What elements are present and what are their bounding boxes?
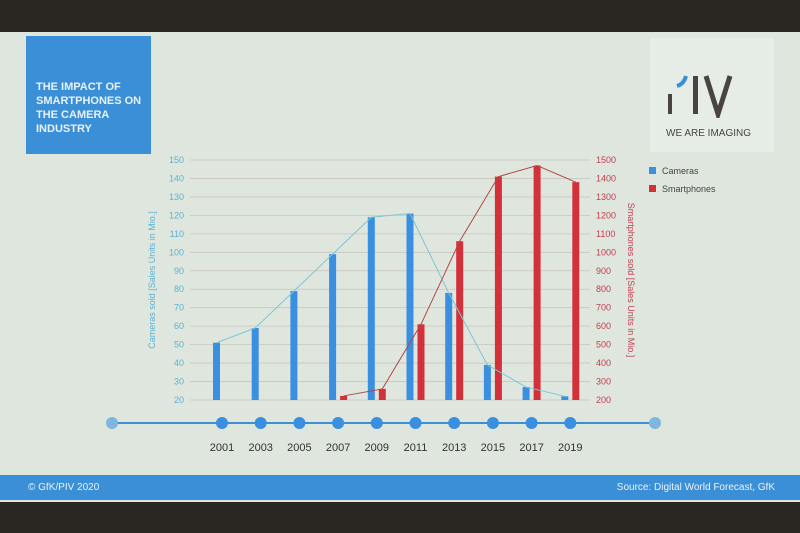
year-label: 2001: [210, 442, 234, 454]
right-tick-label: 500: [596, 340, 611, 350]
legend-label-cameras: Cameras: [662, 166, 699, 176]
left-tick-label: 20: [174, 395, 184, 405]
left-tick-label: 60: [174, 321, 184, 331]
smartphones-trend-line: [343, 165, 576, 397]
slide-title: THE IMPACT OF SMARTPHONES ON THE CAMERA …: [26, 36, 151, 154]
year-label: 2009: [365, 442, 389, 454]
year-label: 2017: [519, 442, 543, 454]
timeline-dot: [525, 417, 538, 429]
smartphone-bar: [494, 176, 502, 400]
year-label: 2019: [558, 442, 582, 454]
timeline-dot: [216, 417, 228, 429]
right-tick-label: 1300: [596, 192, 616, 202]
right-tick-label: 400: [596, 358, 611, 368]
camera-bar: [367, 217, 375, 400]
right-tick-label: 600: [596, 321, 611, 331]
legend-swatch-smartphones: [649, 185, 656, 192]
legend-swatch-cameras: [649, 167, 656, 174]
right-tick-label: 700: [596, 303, 611, 313]
camera-bar: [213, 342, 220, 400]
smartphone-bar: [378, 388, 386, 400]
camera-bar: [251, 328, 259, 400]
piv-logo-mark: [668, 75, 733, 118]
left-tick-label: 150: [169, 155, 184, 165]
timeline-dot: [332, 417, 345, 429]
camera-bar: [290, 291, 298, 400]
piv-logo: WE ARE IMAGING: [650, 38, 774, 152]
copyright: © GfK/PIV 2020: [28, 482, 100, 493]
left-tick-label: 110: [170, 229, 184, 239]
right-tick-label: 900: [596, 266, 611, 276]
left-tick-label: 100: [169, 247, 184, 257]
timeline-dot: [448, 417, 461, 429]
timeline-start-dot: [106, 417, 118, 429]
smartphone-bar: [572, 182, 580, 400]
camera-bar: [522, 387, 530, 400]
camera-bar: [406, 213, 414, 400]
left-axis-label: Cameras sold [Sales Units in Mio.]: [147, 211, 157, 349]
camera-bar: [445, 292, 453, 400]
timeline-dot: [486, 417, 499, 429]
timeline-dot: [409, 417, 422, 429]
left-tick-label: 80: [174, 284, 184, 294]
right-tick-label: 1100: [596, 229, 615, 239]
right-tick-label: 1500: [596, 155, 616, 165]
timeline-dot: [564, 417, 577, 429]
cameras-trend-line: [216, 213, 565, 397]
right-axis-label: Smartphones sold [Sales Units in Mio.]: [626, 203, 636, 358]
left-tick-label: 50: [174, 340, 184, 350]
camera-bar: [483, 364, 491, 400]
right-tick-label: 200: [596, 395, 611, 405]
year-label: 2003: [248, 442, 272, 454]
year-label: 2007: [326, 442, 350, 454]
left-tick-label: 70: [174, 303, 184, 313]
smartphone-bar: [417, 324, 425, 400]
right-tick-label: 1000: [596, 247, 616, 257]
smartphone-bar: [340, 395, 348, 400]
timeline-dot: [293, 417, 306, 429]
timeline-end-dot: [649, 417, 661, 429]
left-tick-label: 30: [174, 377, 184, 387]
right-tick-label: 300: [596, 377, 611, 387]
timeline-dot: [254, 417, 267, 429]
legend-label-smartphones: Smartphones: [662, 184, 716, 194]
timeline-dot: [370, 417, 383, 429]
camera-bar: [561, 396, 569, 400]
source: Source: Digital World Forecast, GfK: [616, 482, 775, 493]
year-label: 2005: [287, 442, 311, 454]
year-label: 2011: [404, 442, 428, 454]
right-tick-label: 1400: [596, 173, 616, 183]
camera-bar: [329, 254, 337, 400]
smartphone-bar: [533, 165, 541, 400]
left-tick-label: 140: [169, 173, 184, 183]
left-tick-label: 90: [174, 266, 184, 276]
left-tick-label: 40: [174, 358, 184, 368]
right-tick-label: 800: [596, 284, 611, 294]
logo-tagline: WE ARE IMAGING: [666, 128, 752, 139]
footer: © GfK/PIV 2020 Source: Digital World For…: [0, 475, 800, 500]
left-tick-label: 120: [169, 210, 184, 220]
right-tick-label: 1200: [596, 210, 616, 220]
smartphone-bar: [456, 241, 464, 400]
year-label: 2013: [442, 442, 466, 454]
left-tick-label: 130: [169, 192, 184, 202]
year-label: 2015: [481, 442, 505, 454]
